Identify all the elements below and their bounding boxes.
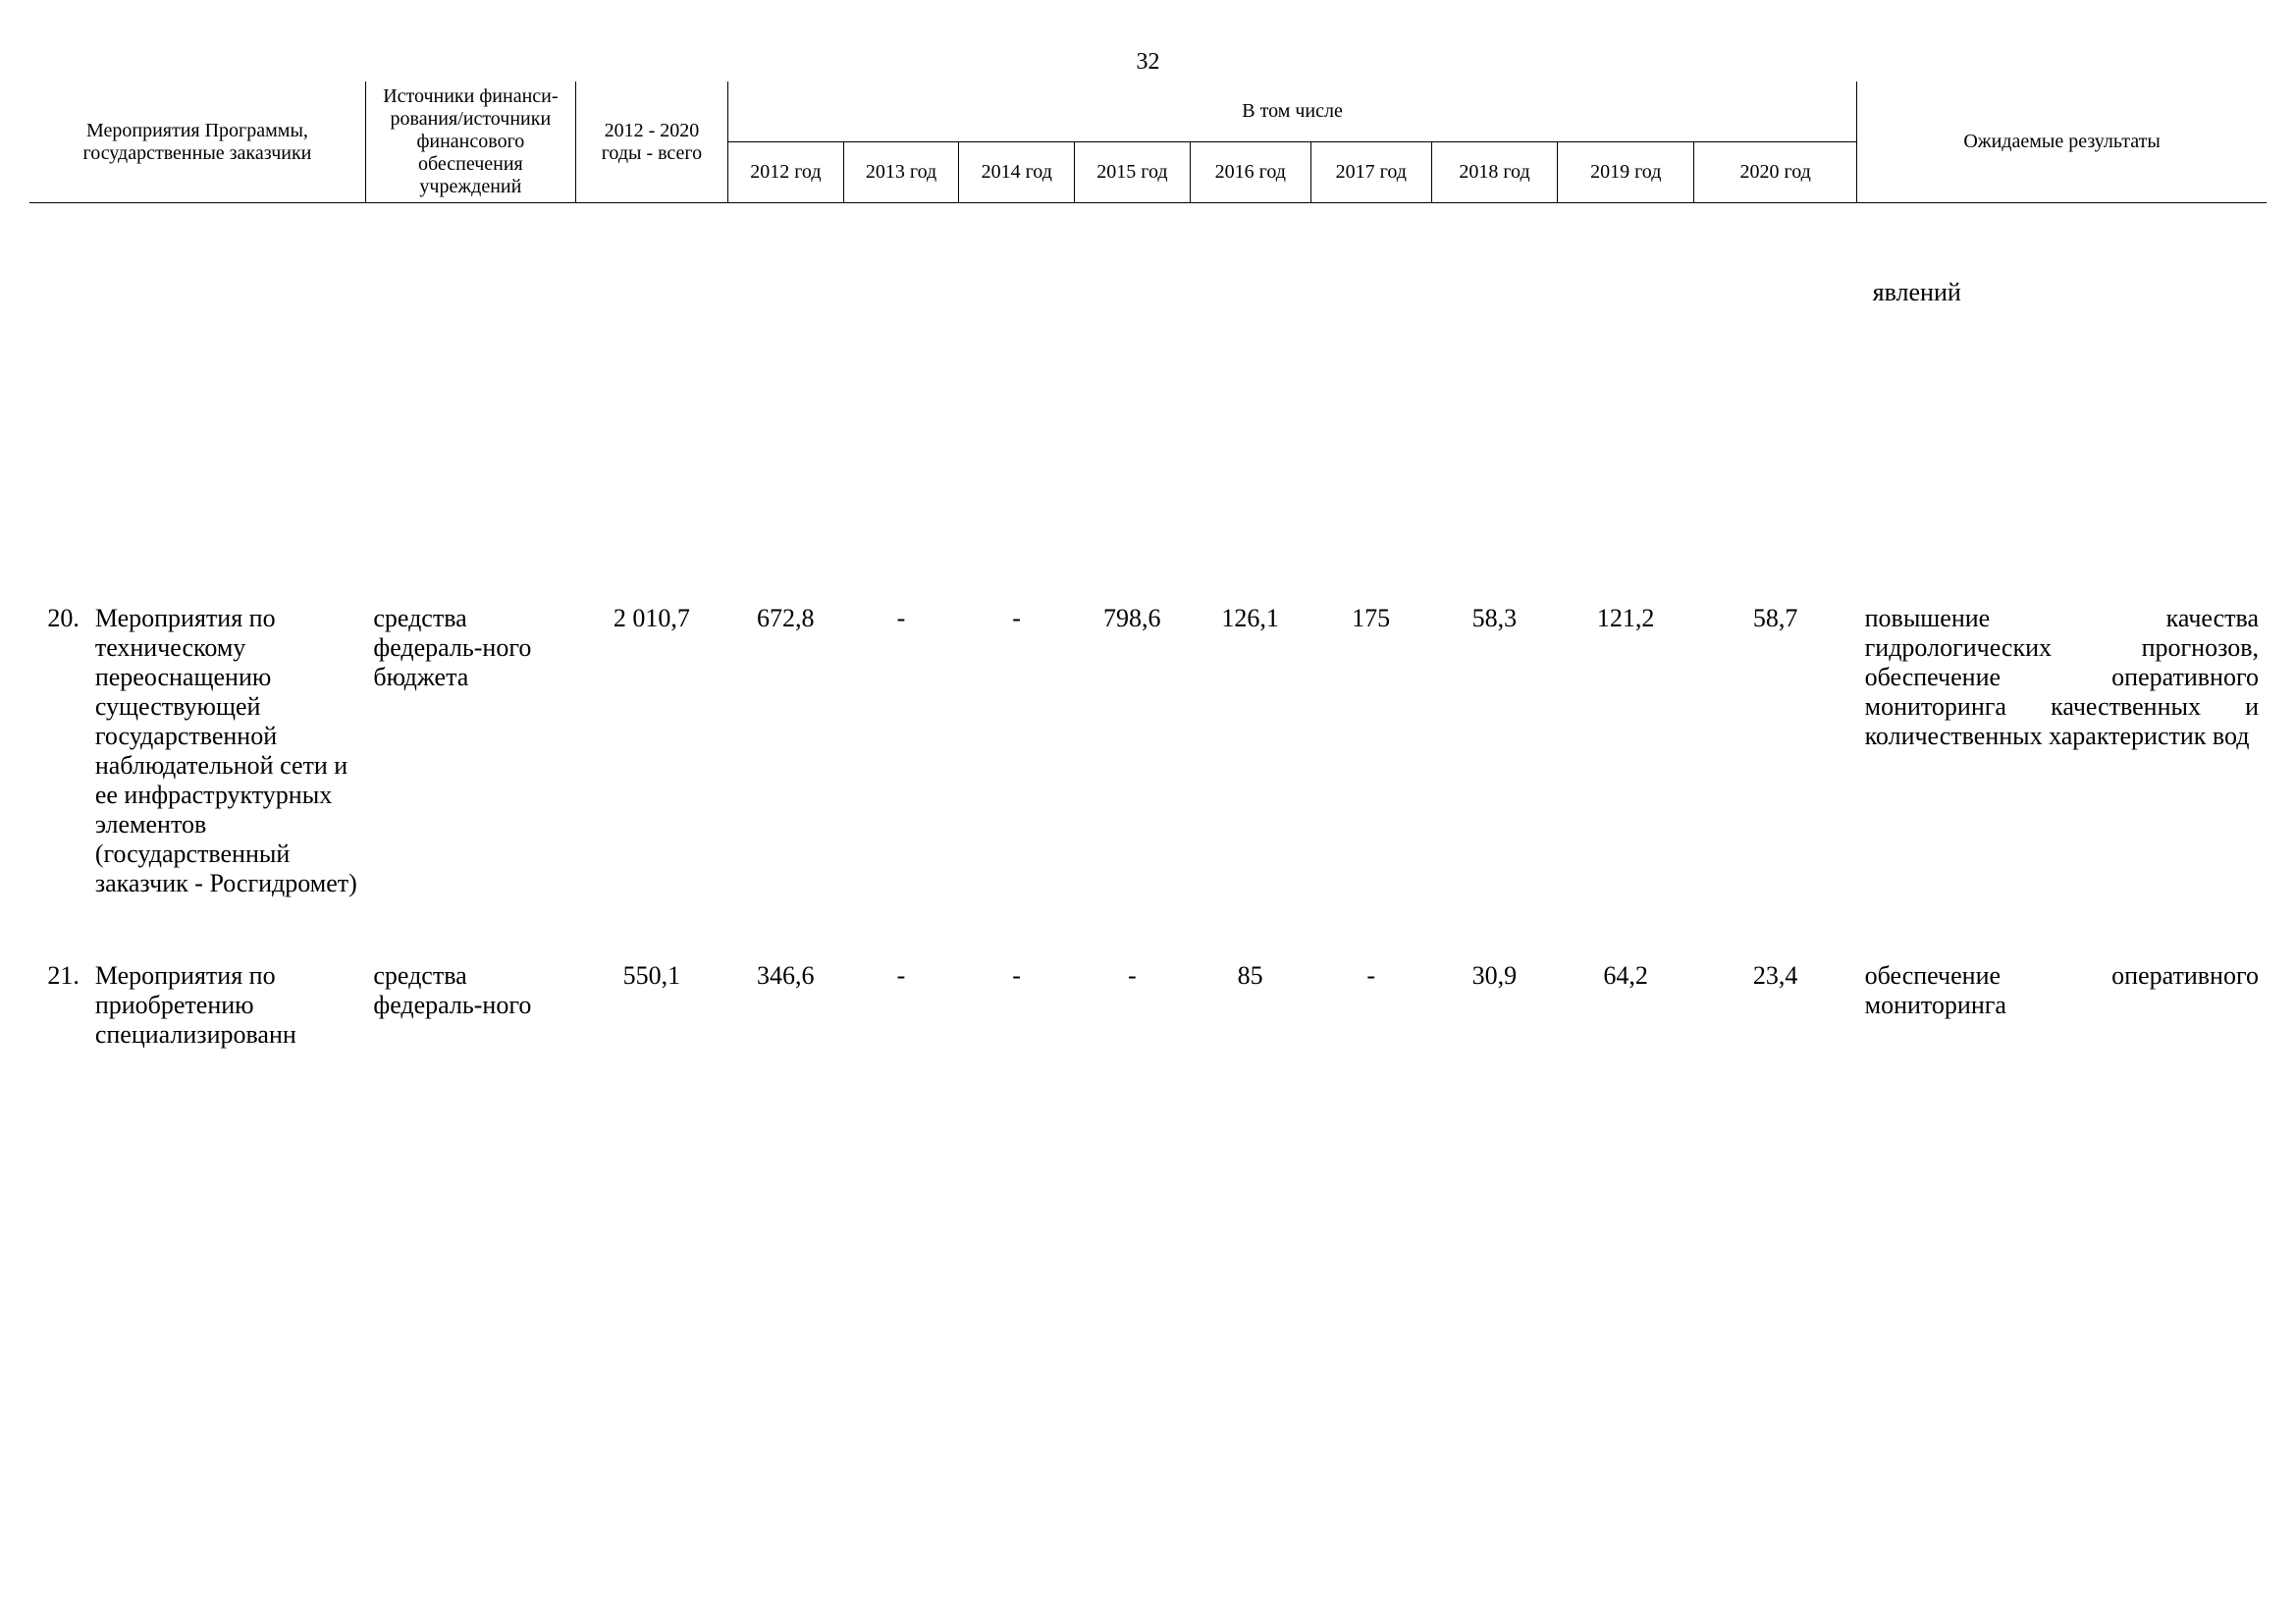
row-result: повышение качества гидрологических прогн… [1857,598,2267,904]
page-number: 32 [29,49,2267,76]
header-table: Мероприятия Программы, государственные з… [29,81,2267,203]
row-y2013: - [843,598,959,904]
row-y2017: - [1310,955,1431,1056]
row-y2017: 175 [1310,598,1431,904]
row-description: Мероприятия по приобретению специализиро… [87,955,366,1056]
row-y2013: - [843,955,959,1056]
row-y2019: 121,2 [1558,598,1694,904]
header-year-2014: 2014 год [959,141,1075,202]
row-gap [29,904,2267,955]
row-y2016: 126,1 [1190,598,1310,904]
header-year-2018: 2018 год [1431,141,1557,202]
row-y2019: 64,2 [1558,955,1694,1056]
page: 32 Мероприятия Программы, государственны… [0,0,2296,1624]
row-total: 550,1 [575,955,727,1056]
header-year-2019: 2019 год [1558,141,1694,202]
header-total: 2012 - 2020 годы - всего [575,81,727,203]
row-total: 2 010,7 [575,598,727,904]
header-sources: Источники финанси-рования/источники фина… [365,81,575,203]
header-year-2016: 2016 год [1190,141,1310,202]
row-y2020: 23,4 [1694,955,1857,1056]
header-results: Ожидаемые результаты [1857,81,2267,203]
body-table: явлений 20. Мероприятия по техническому … [29,243,2267,1056]
body-area: явлений 20. Мероприятия по техническому … [29,243,2267,1056]
row-y2012: 672,8 [727,598,843,904]
table-row: 20. Мероприятия по техническому переосна… [29,598,2267,904]
header-year-2012: 2012 год [728,141,844,202]
header-activities: Мероприятия Программы, государственные з… [29,81,365,203]
row-y2016: 85 [1190,955,1310,1056]
row-y2014: - [959,955,1075,1056]
orphan-row: явлений [29,243,2267,598]
row-y2014: - [959,598,1075,904]
header-year-2020: 2020 год [1694,141,1857,202]
orphan-text: явлений [1865,278,2259,307]
row-y2015: 798,6 [1074,598,1190,904]
header-year-2013: 2013 год [843,141,959,202]
row-y2018: 30,9 [1431,955,1557,1056]
row-number: 20. [29,598,87,904]
row-y2015: - [1074,955,1190,1056]
header-year-2017: 2017 год [1310,141,1431,202]
row-y2012: 346,6 [727,955,843,1056]
header-years-group: В том числе [728,81,1857,141]
row-description: Мероприятия по техническому переоснащени… [87,598,366,904]
row-source: средства федераль-ного [365,955,575,1056]
row-result: обеспечение оперативного мониторинга [1857,955,2267,1056]
row-source: средства федераль-ного бюджета [365,598,575,904]
row-y2018: 58,3 [1431,598,1557,904]
row-number: 21. [29,955,87,1056]
table-row: 21. Мероприятия по приобретению специали… [29,955,2267,1056]
row-y2020: 58,7 [1694,598,1857,904]
header-year-2015: 2015 год [1075,141,1191,202]
